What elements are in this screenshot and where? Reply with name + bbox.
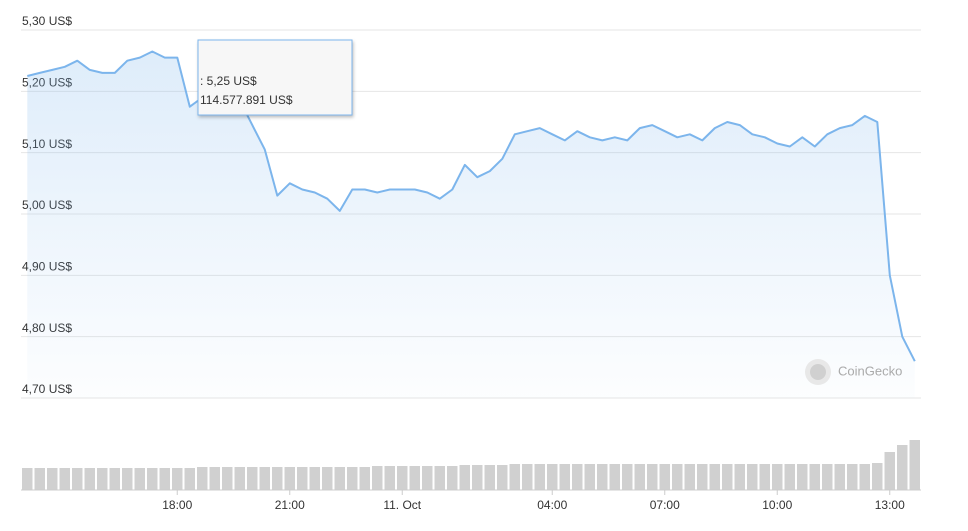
x-tick-label: 07:00 — [650, 498, 680, 512]
line-area — [27, 51, 915, 398]
volume-bar — [47, 468, 58, 490]
volume-bar — [97, 468, 108, 490]
volume-bar — [347, 467, 358, 490]
volume-bar — [334, 467, 345, 490]
volume-bar — [834, 464, 845, 490]
volume-bar — [84, 468, 95, 490]
volume-bar — [822, 464, 833, 490]
volume-bar — [584, 464, 595, 490]
volume-bar — [509, 464, 520, 490]
volume-bar — [697, 464, 708, 490]
volume-bar — [384, 466, 395, 490]
volume-bar — [397, 466, 408, 490]
volume-bar — [497, 465, 508, 490]
x-tick-label: 11. Oct — [383, 498, 421, 512]
x-tick-label: 18:00 — [162, 498, 192, 512]
volume-bar — [659, 464, 670, 490]
volume-bar — [247, 467, 258, 490]
volume-bar — [909, 440, 920, 490]
volume-bar — [722, 464, 733, 490]
x-tick-label: 04:00 — [537, 498, 567, 512]
volume-bar — [447, 466, 458, 490]
volume-bar — [197, 467, 208, 490]
volume-bar — [797, 464, 808, 490]
volume-bar — [434, 466, 445, 490]
tooltip-line: 114.577.891 US$ — [200, 93, 293, 107]
volume-bar — [359, 467, 370, 490]
volume-bar — [159, 468, 170, 490]
volume-bar — [322, 467, 333, 490]
volume-bar — [859, 464, 870, 490]
volume-bar — [222, 467, 233, 490]
volume-bar — [122, 468, 133, 490]
volume-bar — [109, 468, 120, 490]
volume-bar — [372, 466, 383, 490]
volume-bar — [872, 463, 883, 490]
volume-bar — [572, 464, 583, 490]
volume-bar — [259, 467, 270, 490]
volume-bar — [59, 468, 70, 490]
watermark-icon-inner — [810, 364, 826, 380]
watermark-text: CoinGecko — [838, 363, 902, 378]
volume-bar — [209, 467, 220, 490]
volume-bar — [847, 464, 858, 490]
volume-bar — [809, 464, 820, 490]
tooltip-box — [197, 39, 353, 116]
tooltip-line: : 5,25 US$ — [200, 74, 257, 88]
volume-bar — [884, 452, 895, 490]
volume-bar — [709, 464, 720, 490]
volume-bar — [172, 468, 183, 490]
volume-bar — [472, 465, 483, 490]
volume-bar — [534, 464, 545, 490]
volume-bar — [297, 467, 308, 490]
volume-bar — [422, 466, 433, 490]
volume-bar — [734, 464, 745, 490]
volume-bar — [272, 467, 283, 490]
volume-bar — [484, 465, 495, 490]
volume-bar — [522, 464, 533, 490]
x-tick-label: 13:00 — [875, 498, 905, 512]
x-tick-label: 21:00 — [275, 498, 305, 512]
volume-bar — [684, 464, 695, 490]
volume-bar — [647, 464, 658, 490]
volume-bar — [22, 468, 33, 490]
volume-bar — [634, 464, 645, 490]
volume-bar — [897, 445, 908, 490]
volume-bar — [622, 464, 633, 490]
volume-bar — [147, 468, 158, 490]
x-tick-label: 10:00 — [762, 498, 792, 512]
y-tick-label: 5,30 US$ — [22, 14, 72, 28]
volume-bar — [609, 464, 620, 490]
price-line — [27, 50, 916, 362]
volume-bar — [309, 467, 320, 490]
volume-bar — [772, 464, 783, 490]
volume-bar — [72, 468, 83, 490]
tooltip: : 5,25 US$ 114.577.891 US$ — [197, 39, 353, 116]
volume-bar — [184, 468, 195, 490]
volume-bar — [234, 467, 245, 490]
volume-bar — [672, 464, 683, 490]
watermark: CoinGecko — [805, 359, 902, 385]
volume-bar — [559, 464, 570, 490]
volume-bar — [34, 468, 45, 490]
volume-bar — [747, 464, 758, 490]
volume-bar — [547, 464, 558, 490]
volume-bar — [134, 468, 145, 490]
volume-bar — [784, 464, 795, 490]
volume-bar — [284, 467, 295, 490]
volume-bar — [409, 466, 420, 490]
volume-bar — [597, 464, 608, 490]
volume-bar — [759, 464, 770, 490]
volume-bar — [459, 465, 470, 490]
